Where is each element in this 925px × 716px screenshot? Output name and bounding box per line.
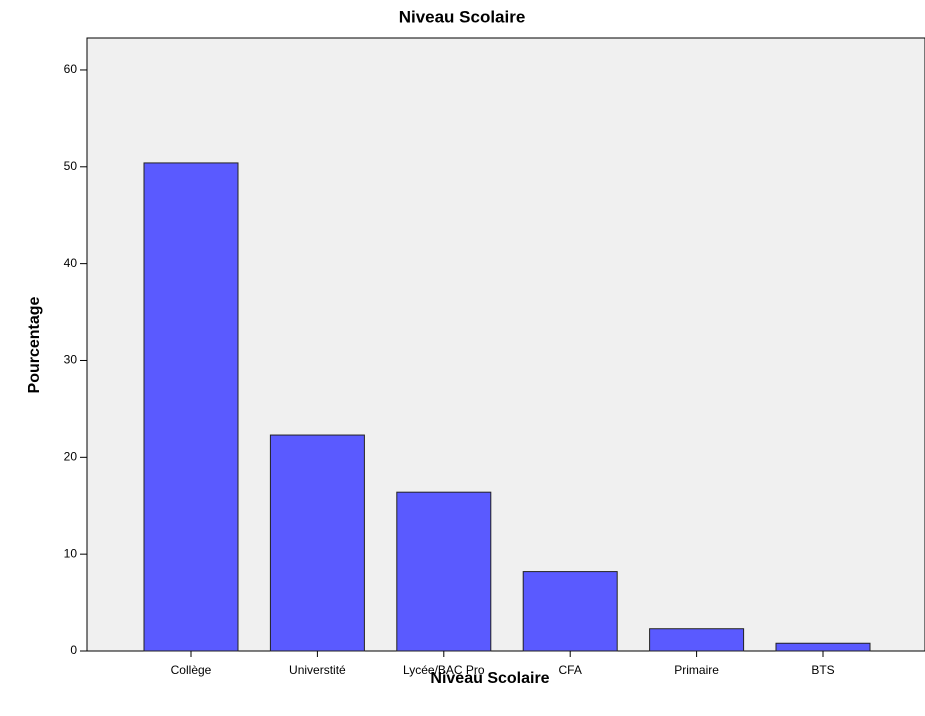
chart-title: Niveau Scolaire (399, 7, 526, 26)
y-tick-label: 40 (64, 256, 78, 270)
bar (396, 491, 492, 652)
y-tick-label: 60 (64, 62, 78, 76)
y-axis-title: Pourcentage (26, 296, 43, 393)
bar (522, 571, 618, 652)
y-tick-label: 30 (64, 353, 78, 367)
x-tick-label: Primaire (674, 663, 719, 677)
x-tick-label: Universtité (289, 663, 346, 677)
bar (269, 434, 365, 652)
y-tick-label: 20 (64, 449, 78, 463)
y-tick-label: 50 (64, 159, 78, 173)
bar (649, 628, 745, 652)
y-tick-label: 0 (70, 643, 77, 657)
bar (775, 642, 871, 652)
y-tick-label: 10 (64, 546, 78, 560)
x-tick-label: BTS (811, 663, 834, 677)
x-tick-label: CFA (559, 663, 582, 677)
x-tick-label: Collège (171, 663, 212, 677)
bar (143, 162, 239, 652)
x-tick-label: Lycée/BAC Pro (403, 663, 485, 677)
x-axis-title: Niveau Scolaire (430, 670, 549, 687)
